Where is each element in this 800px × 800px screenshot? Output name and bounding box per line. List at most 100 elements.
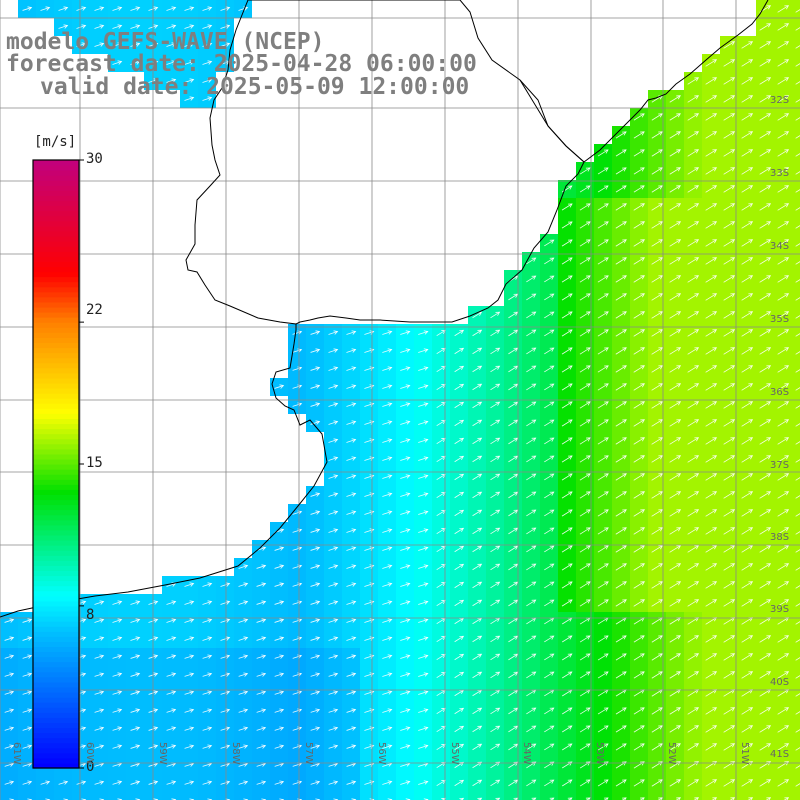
wind-arrow bbox=[544, 311, 555, 319]
wind-arrow bbox=[526, 599, 537, 607]
wind-arrow bbox=[777, 635, 790, 643]
wind-arrow bbox=[741, 473, 754, 481]
wind-arrow bbox=[418, 744, 429, 749]
wind-arrow bbox=[741, 509, 754, 517]
wind-arrow bbox=[544, 509, 555, 517]
field-cell bbox=[792, 54, 800, 72]
wind-arrow bbox=[22, 744, 33, 749]
wind-arrow bbox=[400, 708, 411, 713]
wind-arrow bbox=[508, 311, 519, 319]
wind-arrow bbox=[705, 509, 718, 517]
wind-arrow bbox=[544, 545, 555, 553]
wind-arrow bbox=[166, 24, 177, 29]
wind-arrow bbox=[615, 635, 627, 643]
wind-arrow bbox=[561, 293, 573, 301]
wind-arrow bbox=[633, 185, 645, 193]
wind-arrow bbox=[795, 441, 800, 445]
wind-arrow bbox=[526, 311, 537, 319]
wind-arrow bbox=[579, 455, 591, 463]
longitude-label: 58W bbox=[230, 742, 241, 765]
wind-arrow bbox=[705, 473, 718, 481]
wind-arrow bbox=[633, 779, 645, 787]
colorbar-segment bbox=[33, 540, 79, 546]
colorbar-segment bbox=[33, 737, 79, 744]
colorbar-unit-label: [m/s] bbox=[34, 134, 77, 150]
wind-arrow bbox=[508, 455, 519, 463]
field-cell bbox=[792, 342, 800, 360]
wind-arrow bbox=[508, 545, 519, 553]
wind-arrow bbox=[202, 726, 213, 731]
wind-arrow bbox=[723, 707, 736, 715]
field-cell bbox=[792, 72, 800, 90]
wind-arrow bbox=[651, 725, 663, 733]
field-cell bbox=[378, 792, 396, 800]
wind-arrow bbox=[382, 672, 393, 677]
wind-arrow bbox=[669, 167, 681, 175]
wind-arrow bbox=[777, 311, 790, 319]
field-cell bbox=[630, 792, 648, 800]
wind-arrow bbox=[795, 333, 800, 337]
colorbar-segment bbox=[33, 484, 79, 490]
wind-arrow bbox=[693, 797, 700, 800]
wind-arrow bbox=[723, 545, 736, 553]
wind-arrow bbox=[795, 765, 800, 769]
wind-arrow bbox=[741, 653, 754, 661]
wind-arrow bbox=[795, 27, 800, 31]
wind-arrow bbox=[490, 725, 501, 733]
wind-arrow bbox=[490, 779, 501, 787]
wind-arrow bbox=[723, 95, 736, 103]
wind-arrow bbox=[526, 437, 537, 445]
wind-arrow bbox=[633, 275, 645, 283]
wind-arrow bbox=[795, 477, 800, 481]
wind-arrow bbox=[687, 383, 700, 391]
wind-arrow bbox=[687, 293, 700, 301]
wind-arrow bbox=[687, 221, 700, 229]
wind-arrow bbox=[184, 672, 195, 677]
wind-arrow bbox=[418, 618, 429, 623]
wind-arrow bbox=[759, 329, 772, 337]
wind-arrow bbox=[777, 707, 790, 715]
wind-arrow bbox=[777, 563, 790, 571]
wind-arrow bbox=[795, 243, 800, 247]
wind-arrow bbox=[382, 384, 393, 389]
wind-arrow bbox=[328, 708, 339, 713]
wind-arrow bbox=[687, 275, 700, 283]
wind-arrow bbox=[202, 708, 213, 713]
wind-arrow bbox=[795, 531, 800, 535]
wind-arrow bbox=[130, 690, 141, 695]
wind-arrow bbox=[795, 45, 800, 49]
colorbar-segment bbox=[33, 357, 79, 364]
wind-arrow bbox=[130, 708, 141, 713]
wind-arrow bbox=[490, 491, 501, 499]
colorbar-segment bbox=[33, 271, 79, 278]
wind-arrow bbox=[400, 330, 411, 335]
wind-arrow bbox=[669, 347, 682, 355]
wind-arrow bbox=[526, 671, 537, 679]
wind-arrow bbox=[76, 780, 87, 785]
colorbar-segment bbox=[33, 671, 79, 678]
wind-arrow bbox=[220, 636, 231, 641]
wind-arrow bbox=[328, 348, 339, 353]
field-cell bbox=[792, 378, 800, 396]
latitude-label: 38S bbox=[770, 532, 790, 543]
wind-arrow bbox=[561, 347, 573, 355]
wind-arrow bbox=[795, 225, 800, 229]
wind-arrow bbox=[166, 636, 177, 641]
wind-arrow bbox=[597, 383, 609, 391]
wind-arrow bbox=[741, 347, 754, 355]
wind-arrow bbox=[490, 653, 501, 661]
wind-arrow bbox=[418, 348, 429, 353]
wind-arrow bbox=[112, 636, 123, 641]
wind-arrow bbox=[508, 509, 519, 517]
wind-arrow bbox=[759, 41, 772, 49]
wind-arrow bbox=[723, 59, 736, 67]
field-cell bbox=[234, 792, 252, 800]
wind-arrow bbox=[166, 780, 177, 785]
wind-arrow bbox=[687, 779, 700, 787]
wind-arrow bbox=[472, 545, 483, 553]
wind-arrow bbox=[579, 293, 591, 301]
longitude-label: 59W bbox=[157, 742, 168, 765]
colorbar-segment bbox=[33, 702, 79, 708]
wind-arrow bbox=[490, 545, 501, 553]
wind-arrow bbox=[526, 347, 537, 355]
